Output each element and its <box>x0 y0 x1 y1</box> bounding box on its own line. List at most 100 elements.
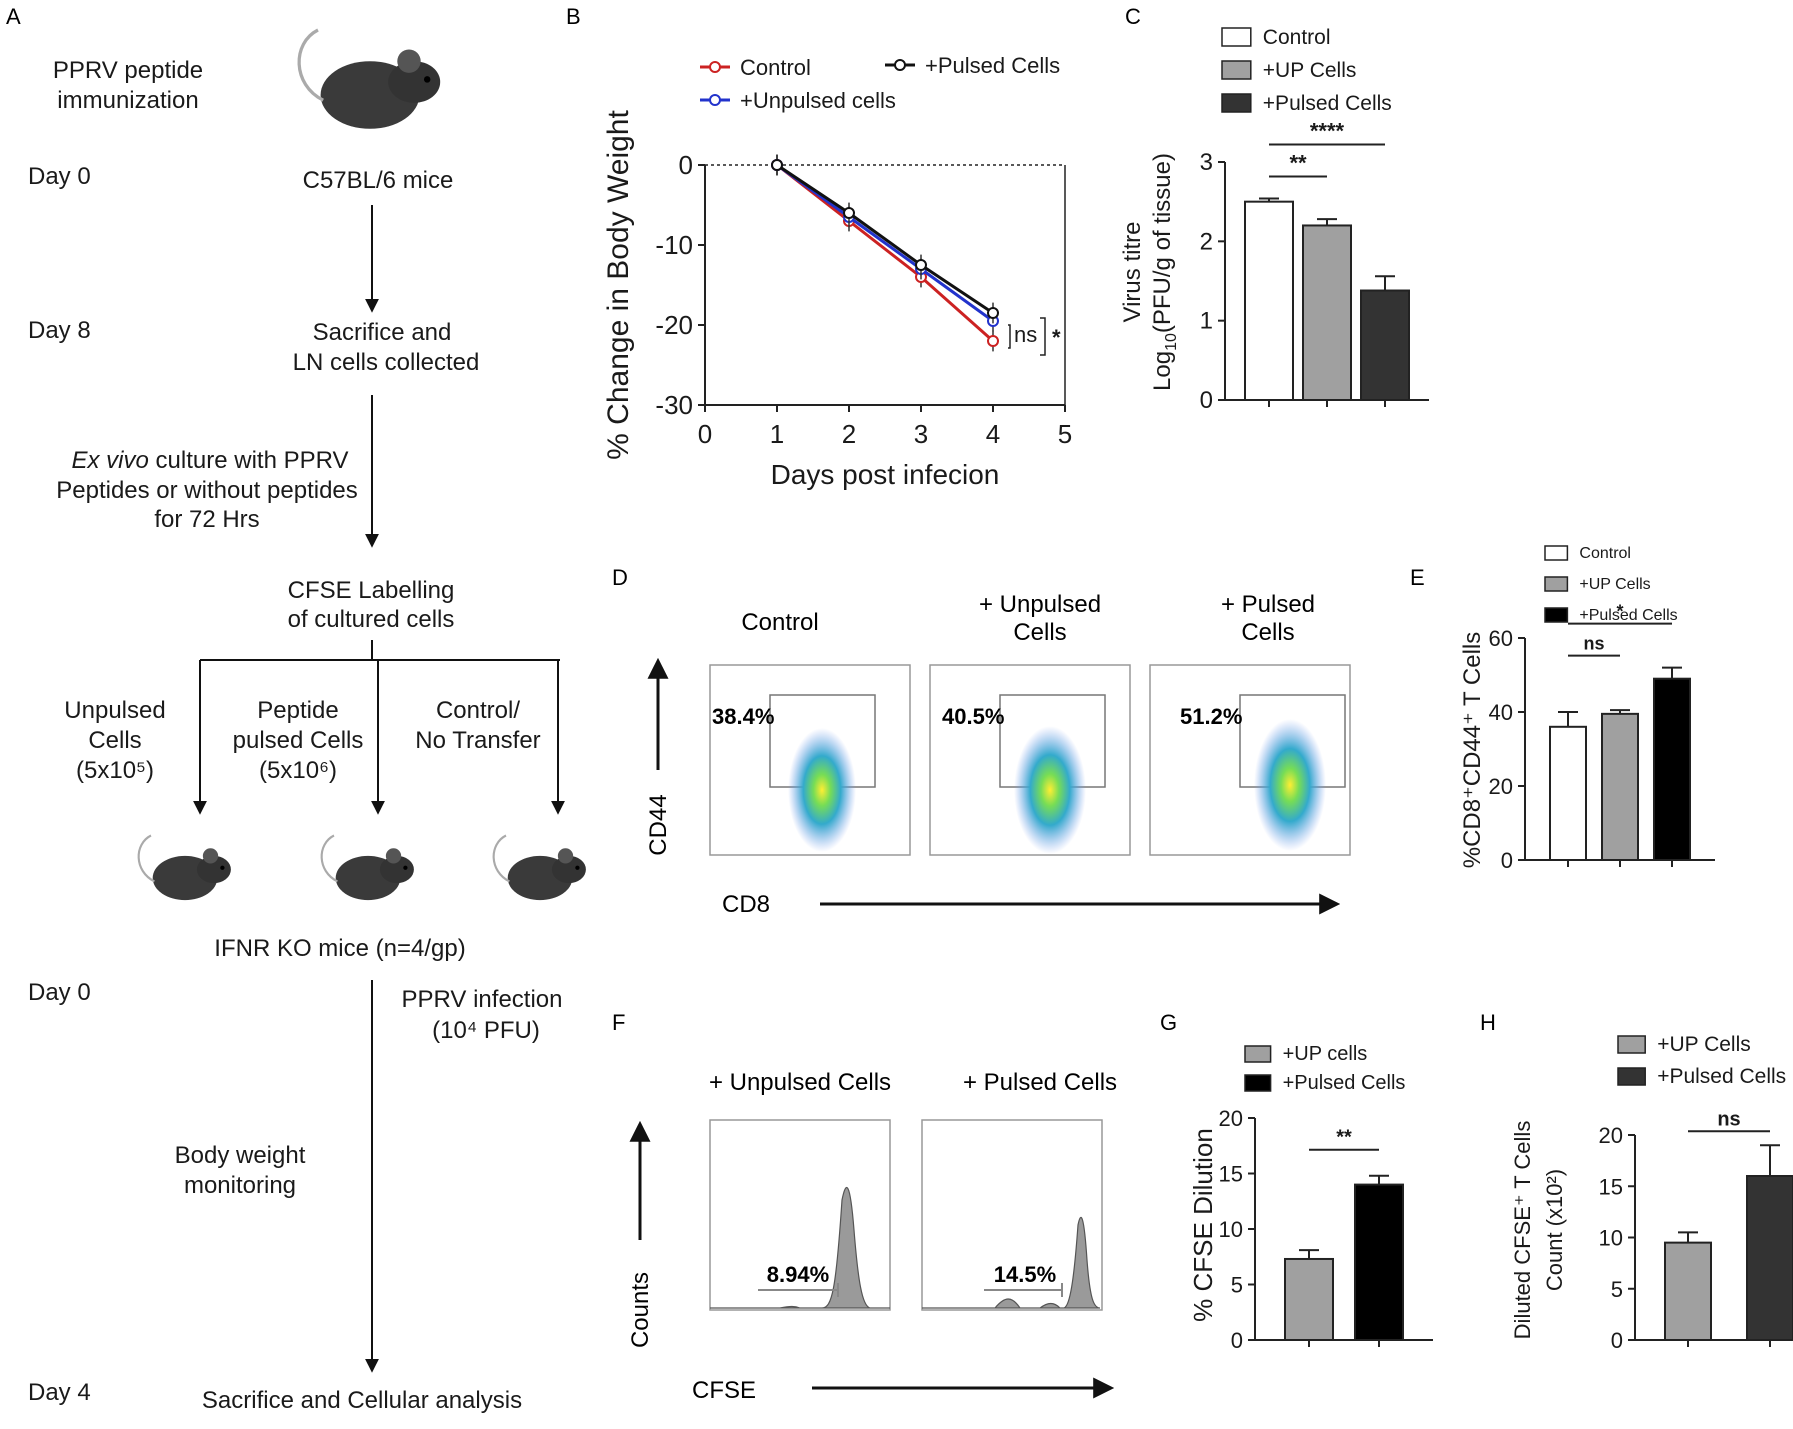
mouse-icon <box>320 834 415 902</box>
significance-label: ** <box>1289 150 1307 175</box>
legend-swatch <box>1244 1045 1272 1063</box>
panel-h-cfse-count-chart: +UP Cells +Pulsed Cells 0 5 10 15 20 ns Diluted … <box>1510 1033 1793 1353</box>
legend-swatch <box>1544 607 1569 623</box>
panel-letter-h: H <box>1480 1010 1496 1035</box>
schematic-monitor-line2: monitoring <box>184 1172 296 1199</box>
y-tick-label: 0 <box>679 150 693 180</box>
x-tick-label: 0 <box>698 419 712 449</box>
mouse-icon <box>492 834 587 902</box>
legend-swatch <box>1617 1035 1646 1054</box>
panel-letter-g: G <box>1160 1010 1177 1035</box>
facs-population <box>1254 719 1326 851</box>
bar <box>1664 1241 1712 1341</box>
y-tick-label: 5 <box>1611 1277 1623 1302</box>
bar <box>1354 1183 1404 1341</box>
y-axis-label-line1: Diluted CFSE⁺ T Cells <box>1510 1121 1535 1340</box>
branch2-line1: Peptide <box>257 697 338 724</box>
facs-d-title-unpulsed-1: + Unpulsed <box>979 591 1101 618</box>
schematic-day0-bottom: Day 0 <box>28 979 91 1006</box>
y-axis-label-line2: Log10(PFU/g of tissue) <box>1149 153 1180 391</box>
legend-marker <box>709 94 721 106</box>
y-tick-label: 0 <box>1200 387 1213 414</box>
bar <box>1244 200 1294 401</box>
y-tick-label: 15 <box>1219 1162 1243 1187</box>
legend-marker <box>894 59 906 71</box>
panel-letter-b: B <box>566 4 581 29</box>
legend-label: Control <box>1263 26 1331 49</box>
bar <box>1360 289 1410 401</box>
schematic-monitor-line1: Body weight <box>175 1142 306 1169</box>
legend-label: Control <box>1579 545 1631 562</box>
panel-c-virus-titre-chart: Control +UP Cells +Pulsed Cells 0 1 2 3 ****** V… <box>1119 26 1429 414</box>
y-tick-label: 20 <box>1219 1106 1243 1131</box>
panel-g-cfse-dilution-chart: +UP cells +Pulsed Cells 0 5 10 15 20 ** % CFSE D… <box>1188 1043 1433 1353</box>
mouse-icon <box>297 28 442 131</box>
schematic-sacrifice-line1: Sacrifice and <box>313 319 452 346</box>
bar <box>1653 677 1691 862</box>
bar <box>1549 725 1587 861</box>
y-tick-label: 15 <box>1599 1174 1623 1199</box>
schematic-infection-line1: PPRV infection <box>402 986 563 1013</box>
y-axis-label: % CFSE Dilution <box>1188 1128 1218 1322</box>
data-point <box>915 259 927 271</box>
schematic-exvivo-line2: Peptides or without peptides <box>56 477 358 504</box>
sig-label: * <box>1052 325 1061 350</box>
y-tick-label: 0 <box>1501 848 1513 873</box>
panel-letter-a: A <box>6 4 21 29</box>
facs-d-title-pulsed-2: Cells <box>1241 619 1294 646</box>
y-tick-label: 10 <box>1219 1217 1243 1242</box>
legend-label: +UP Cells <box>1579 576 1650 593</box>
y-tick-label: 5 <box>1231 1273 1243 1298</box>
y-tick-label: 20 <box>1599 1123 1623 1148</box>
data-point <box>771 159 783 171</box>
cfse-histogram-pulsed <box>922 1216 1101 1309</box>
y-tick-label: -10 <box>655 230 693 260</box>
x-tick-label: 4 <box>986 419 1000 449</box>
branch3-line2: No Transfer <box>415 727 540 754</box>
y-axis-label-line2: Count (x10²) <box>1542 1169 1567 1291</box>
schematic-final: Sacrifice and Cellular analysis <box>202 1387 522 1414</box>
facs-d-x-label: CD8 <box>722 891 770 918</box>
branch1-line3: (5x10⁵) <box>76 757 154 784</box>
schematic-sacrifice-line2: LN cells collected <box>293 349 480 376</box>
ns-label: ns <box>1014 322 1037 347</box>
legend-label: +Unpulsed cells <box>740 88 896 113</box>
schematic-cfse-line2: of cultured cells <box>288 606 455 633</box>
significance-label: ** <box>1336 1127 1352 1149</box>
facs-population <box>788 728 856 852</box>
y-tick-label: 0 <box>1611 1328 1623 1353</box>
branch2-line2: pulsed Cells <box>233 727 364 754</box>
legend-swatch <box>1221 93 1252 113</box>
facs-f-title-pulsed: + Pulsed Cells <box>963 1069 1117 1096</box>
facs-d-y-label: CD44 <box>645 794 672 855</box>
y-axis-label: %CD8⁺CD44⁺ T Cells <box>1459 632 1486 869</box>
data-point <box>987 307 999 319</box>
y-tick-label: 0 <box>1231 1328 1243 1353</box>
schematic-exvivo-line3: for 72 Hrs <box>154 506 259 533</box>
branch2-line3: (5x10⁶) <box>259 757 337 784</box>
panel-letter-c: C <box>1125 4 1141 29</box>
series-line <box>776 163 994 323</box>
schematic-title-line1: PPRV peptide <box>53 57 203 84</box>
facs-d-percent-control: 38.4% <box>712 704 774 729</box>
legend-swatch <box>1544 545 1569 561</box>
legend-swatch <box>1244 1074 1272 1092</box>
facs-d-title-unpulsed-2: Cells <box>1013 619 1066 646</box>
bar <box>1601 712 1639 861</box>
ns-bracket <box>1008 324 1011 349</box>
facs-f-percent-pulsed: 14.5% <box>994 1262 1056 1287</box>
y-axis-label: % Change in Body Weight <box>602 110 635 460</box>
legend-label: Control <box>740 55 811 80</box>
facs-f-percent-unpulsed: 8.94% <box>767 1262 829 1287</box>
panel-e-cd44-chart: Control +UP Cells +Pulsed Cells 0 20 40 60 ns *%… <box>1459 545 1715 873</box>
y-tick-label: 40 <box>1489 700 1513 725</box>
mouse-icon <box>137 834 232 902</box>
significance-label: **** <box>1310 118 1345 143</box>
facs-f-y-label: Counts <box>627 1272 654 1348</box>
y-tick-label: 3 <box>1200 149 1213 176</box>
legend-swatch <box>1617 1067 1646 1086</box>
legend-label: +UP Cells <box>1657 1033 1751 1056</box>
facs-f-plot-unpulsed <box>709 1119 891 1311</box>
y-tick-label: -20 <box>655 310 693 340</box>
